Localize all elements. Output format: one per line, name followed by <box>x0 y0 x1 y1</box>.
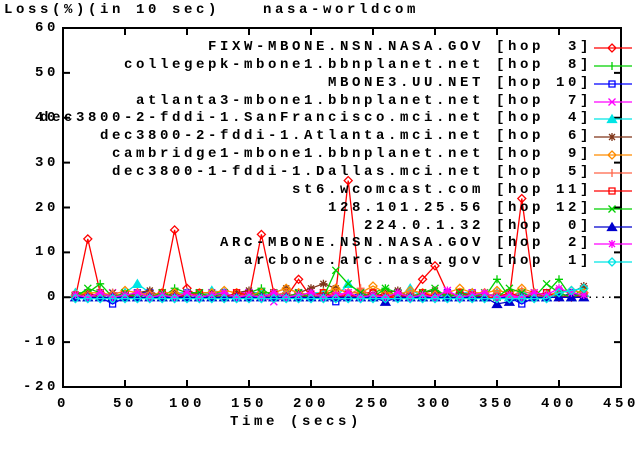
legend-row-hop-2: ARC-MBONE.NSN.NASA.GOV [hop 2] <box>0 235 592 253</box>
legend-label: dec3800-2-fddi-1.Atlanta.mci.net [hop 6] <box>99 128 592 145</box>
legend-label: atlanta3-mbone1.bbnplanet.net [hop 7] <box>135 92 592 109</box>
legend-marker-plus-icon <box>594 61 632 70</box>
x-axis-title: Time (secs) <box>229 414 362 430</box>
legend-marker-diamond-icon <box>594 43 632 53</box>
legend-sample-line <box>594 80 632 88</box>
y-tick-label-30: 30 <box>34 154 59 171</box>
y-tick-label-40: 40 <box>34 109 59 126</box>
legend-marker-diamond-icon <box>594 257 632 268</box>
legend-marker-square-icon <box>594 187 632 195</box>
legend-marker-asterisk-icon <box>594 240 632 249</box>
legend-label: 128.101.25.56 [hop 12] <box>327 199 592 216</box>
x-tick-label-100: 100 <box>168 396 206 412</box>
legend-sample-line <box>594 61 632 70</box>
x-tick-label-350: 350 <box>478 396 516 412</box>
series-hop-1 <box>70 283 589 304</box>
y-tick-label-20: 20 <box>34 199 59 216</box>
legend-row-hop-11: st6.wcomcast.com [hop 11] <box>0 182 592 200</box>
legend-label: MBONE3.UU.NET [hop 10] <box>327 74 592 91</box>
legend-sample-line <box>594 240 632 249</box>
x-tick-label-150: 150 <box>230 396 268 412</box>
legend-label: st6.wcomcast.com [hop 11] <box>291 181 592 198</box>
legend-sample-line <box>594 133 632 142</box>
y-tick-label-10: 10 <box>34 244 59 261</box>
legend-marker-x-icon <box>594 97 632 106</box>
legend-label: arcbone.arc.nasa.gov [hop 1] <box>243 253 592 270</box>
legend-sample-line <box>594 221 632 231</box>
legend-row-hop-5: dec3800-1-fddi-1.Dallas.mci.net [hop 5] <box>0 164 592 182</box>
y-tick-label--10: -10 <box>22 334 59 351</box>
x-tick-label-250: 250 <box>354 396 392 412</box>
legend-row-hop-1: arcbone.arc.nasa.gov [hop 1] <box>0 253 592 271</box>
legend-label: cambridge1-mbone1.bbnplanet.net [hop 9] <box>111 146 592 163</box>
legend-label: 224.0.1.32 [hop 0] <box>363 217 592 234</box>
legend-row-hop-3: FIXW-MBONE.NSN.NASA.GOV [hop 3] <box>0 39 592 57</box>
y-tick-label-60: 60 <box>34 20 59 36</box>
x-tick-label-400: 400 <box>540 396 578 412</box>
legend-marker-x-icon <box>594 204 632 213</box>
series-markers-diamond <box>70 283 589 304</box>
legend-label: collegepk-mbone1.bbnplanet.net [hop 8] <box>123 56 592 73</box>
x-tick-label-300: 300 <box>416 396 454 412</box>
legend-sample-line <box>594 114 632 124</box>
legend-row-hop-6: dec3800-2-fddi-1.Atlanta.mci.net [hop 6] <box>0 128 592 146</box>
legend-row-hop-12: 128.101.25.56 [hop 12] <box>0 200 592 218</box>
legend-row-hop-4: dec3800-2-fddi-1.SanFrancisco.mci.net [h… <box>0 110 592 128</box>
legend-sample-line <box>594 257 632 268</box>
series-line <box>75 287 584 300</box>
legend-row-hop-9: cambridge1-mbone1.bbnplanet.net [hop 9] <box>0 146 592 164</box>
x-tick-label-450: 450 <box>602 396 640 412</box>
y-tick-label--20: -20 <box>22 379 59 395</box>
legend-label: ARC-MBONE.NSN.NASA.GOV [hop 2] <box>219 235 592 252</box>
legend-marker-asterisk-icon <box>594 133 632 142</box>
legend-sample-line <box>594 187 632 195</box>
legend-row-hop-0: 224.0.1.32 [hop 0] <box>0 218 592 236</box>
legend-marker-triangle-icon <box>594 221 632 231</box>
legend-sample-line <box>594 43 632 53</box>
legend-marker-diamond-icon <box>594 150 632 161</box>
legend-row-hop-10: MBONE3.UU.NET [hop 10] <box>0 75 592 93</box>
legend-row-hop-7: atlanta3-mbone1.bbnplanet.net [hop 7] <box>0 93 592 111</box>
legend-label: dec3800-1-fddi-1.Dallas.mci.net [hop 5] <box>111 163 592 180</box>
legend-sample-line <box>594 97 632 106</box>
legend-sample-line <box>594 150 632 161</box>
legend-row-hop-8: collegepk-mbone1.bbnplanet.net [hop 8] <box>0 57 592 75</box>
x-tick-label-200: 200 <box>292 396 330 412</box>
y-tick-label-0: 0 <box>46 289 59 306</box>
legend-label: dec3800-2-fddi-1.SanFrancisco.mci.net [h… <box>39 110 592 127</box>
x-tick-label-0: 0 <box>56 396 70 412</box>
legend-marker-square-icon <box>594 80 632 88</box>
legend-sample-line <box>594 204 632 213</box>
y-tick-label-50: 50 <box>34 64 59 81</box>
legend-marker-triangle-icon <box>594 114 632 124</box>
axis-ticks <box>62 27 622 388</box>
chart-subtitle: nasa-worldcom <box>263 2 420 18</box>
x-tick-label-50: 50 <box>112 396 138 412</box>
legend-label: FIXW-MBONE.NSN.NASA.GOV [hop 3] <box>207 39 592 55</box>
chart-title: Loss(%)(in 10 sec) <box>4 2 221 18</box>
legend-sample-line <box>594 168 632 177</box>
legend-marker-plus-icon <box>594 168 632 177</box>
